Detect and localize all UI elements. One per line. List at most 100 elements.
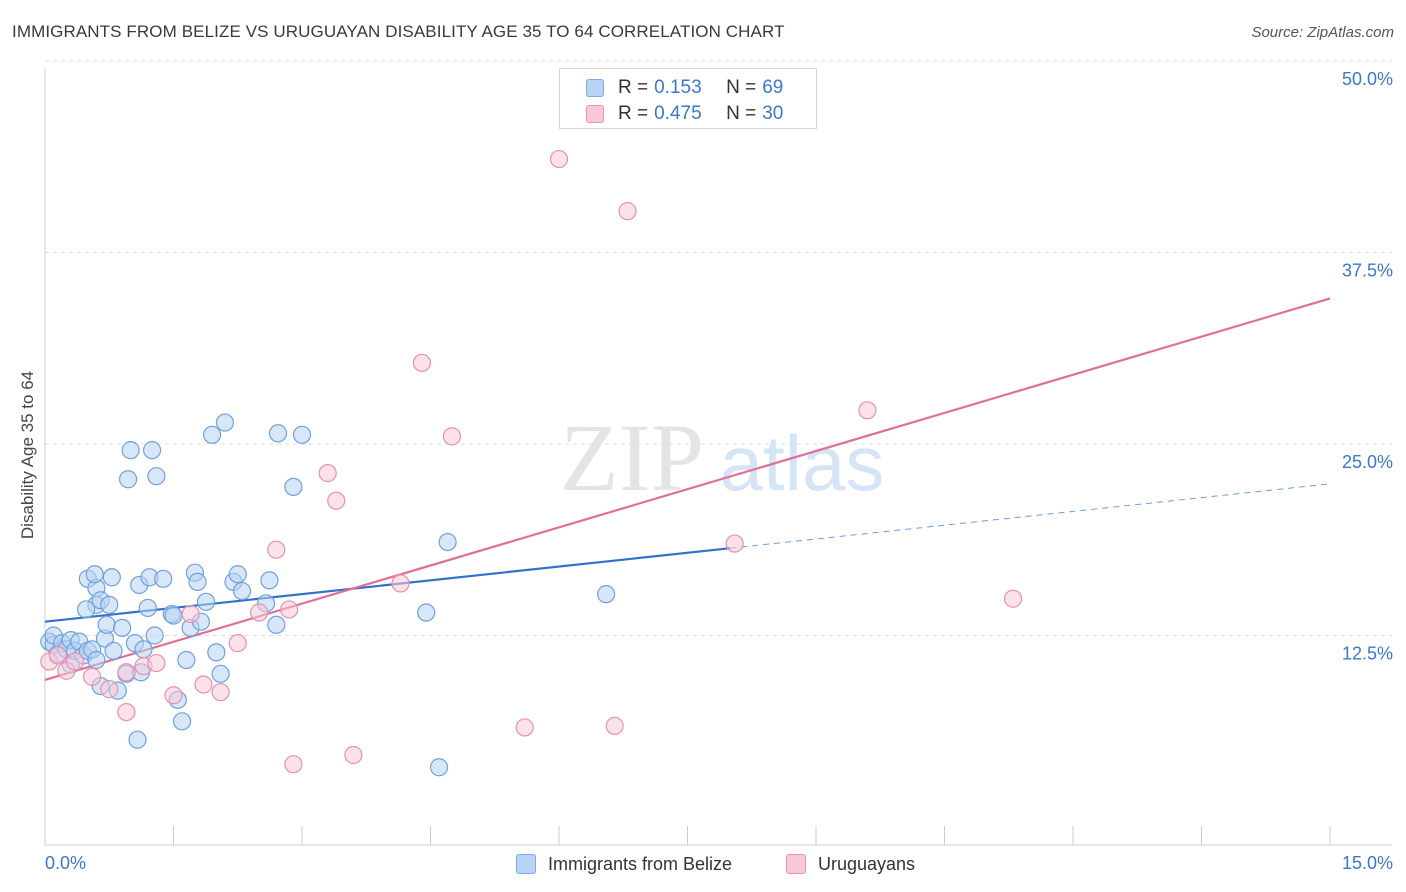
belize-point: [154, 569, 173, 588]
belize-point: [284, 477, 303, 496]
uruguayans-point: [327, 491, 346, 510]
uruguayans-point: [100, 680, 119, 699]
tick-labels: 12.5% 25.0% 37.5% 50.0% 0.0% 15.0%: [45, 69, 1393, 873]
belize-point: [118, 470, 138, 489]
legend-r-label: R =: [618, 103, 649, 124]
legend-r-value: 0.153: [654, 77, 702, 98]
legend-row-belize: R = 0.153 N = 69: [586, 76, 783, 100]
uruguayans-point: [318, 464, 337, 483]
source-label: Source: ZipAtlas.com: [1251, 24, 1394, 41]
uruguayans-point: [391, 574, 410, 593]
uruguayans-point: [280, 600, 299, 619]
uruguayans-point: [858, 401, 877, 420]
belize-point: [128, 730, 147, 749]
uruguayans-point: [250, 603, 269, 622]
belize-point: [597, 585, 616, 604]
uruguayans-point: [228, 634, 247, 653]
uruguayans-point: [48, 646, 67, 665]
belize-point: [100, 595, 119, 614]
legend-r-label: R =: [618, 77, 649, 98]
uruguayans-point: [618, 202, 637, 221]
belize-point: [134, 640, 153, 659]
chart-title: IMMIGRANTS FROM BELIZE VS URUGUAYAN DISA…: [12, 22, 785, 41]
bottom-legend-label: Uruguayans: [818, 853, 916, 874]
trend-lines: [44, 297, 1331, 681]
uruguayans-point: [267, 540, 286, 559]
belize-point: [121, 441, 140, 460]
uruguayans-point: [605, 716, 624, 735]
legend-row-uruguayans: R = 0.475 N = 30: [586, 102, 783, 126]
belize-trend-line: [44, 547, 731, 623]
belize-point: [102, 568, 121, 587]
belize-point: [188, 572, 207, 591]
y-axis-title: Disability Age 35 to 64: [18, 370, 37, 540]
uruguayans-point: [194, 675, 213, 694]
uruguayans-point: [549, 149, 569, 169]
legend-n-value: 30: [762, 103, 784, 124]
watermark: ZIP atlas: [560, 404, 884, 511]
belize-point: [85, 565, 104, 584]
y-tick-label: 50.0%: [1342, 69, 1393, 89]
legend-swatch-uruguayans: [586, 105, 604, 123]
uruguayans-point: [1003, 589, 1023, 608]
belize-point: [104, 641, 123, 660]
belize-point: [77, 600, 96, 619]
uruguayans-point: [344, 745, 363, 765]
uruguayans-point: [211, 683, 230, 702]
belize-point: [87, 650, 106, 670]
uruguayans-point: [83, 667, 102, 686]
belize-point: [417, 603, 436, 622]
watermark-atlas: atlas: [720, 419, 885, 507]
belize-point: [268, 424, 288, 443]
belize-point: [211, 664, 230, 683]
uruguayans-point: [117, 663, 136, 682]
belize-point: [172, 712, 192, 731]
belize-point: [97, 615, 116, 634]
belize-point: [207, 643, 226, 662]
watermark-zip: ZIP: [560, 404, 704, 511]
uruguayans-point: [65, 652, 85, 671]
belize-point: [196, 592, 216, 611]
belize-trend-extension: [730, 483, 1331, 549]
belize-point: [232, 581, 252, 601]
bottom-legend-belize: Immigrants from Belize: [516, 852, 732, 876]
belize-point: [138, 598, 157, 618]
bottom-legend-swatch-belize: [516, 854, 536, 874]
belize-point: [215, 413, 234, 432]
belize-point: [429, 758, 449, 777]
belize-point: [142, 441, 162, 460]
belize-point: [112, 618, 132, 637]
legend-swatch-belize: [586, 79, 604, 97]
x-tick-label: 15.0%: [1342, 853, 1393, 873]
uruguayans-point: [412, 353, 432, 372]
belize-point: [147, 467, 166, 486]
y-tick-label: 37.5%: [1342, 261, 1393, 281]
y-tick-label: 25.0%: [1342, 452, 1393, 472]
axes: [44, 68, 1392, 846]
legend-n-value: 69: [762, 77, 784, 98]
belize-point: [145, 626, 164, 645]
belize-point: [260, 571, 279, 590]
belize-point: [292, 425, 312, 444]
bottom-legend-label: Immigrants from Belize: [548, 853, 733, 874]
bottom-legend-swatch-uruguayans: [786, 854, 806, 874]
belize-point: [177, 650, 196, 670]
uruguayans-point: [147, 653, 166, 673]
legend-n-label: N =: [726, 103, 757, 124]
legend-n-label: N =: [726, 77, 757, 98]
belize-point: [202, 425, 222, 444]
uruguayans-point: [442, 427, 462, 446]
grid-lines: [45, 60, 1392, 636]
uruguayans-point: [725, 534, 744, 553]
y-tick-label: 12.5%: [1342, 644, 1393, 664]
uruguayans-point: [284, 755, 303, 774]
uruguayans-trend-line: [44, 297, 1331, 681]
belize-point: [164, 606, 183, 625]
bottom-legend-uruguayans: Uruguayans: [786, 852, 915, 876]
belize-point: [228, 565, 247, 584]
belize-point: [267, 615, 286, 634]
uruguayans-point: [515, 718, 534, 737]
data-points: [40, 149, 1023, 777]
uruguayans-point: [117, 702, 136, 722]
